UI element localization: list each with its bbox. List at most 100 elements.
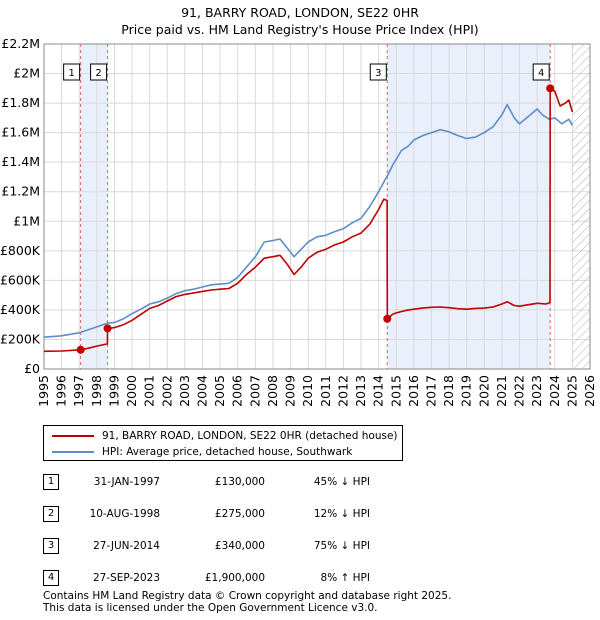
property-line [43, 87, 574, 353]
y-tick-label: £1.4M [1, 154, 40, 169]
y-tick-label: £200K [0, 331, 41, 346]
x-tick-label: 2019 [459, 375, 474, 407]
x-tick-label: 2010 [300, 375, 315, 407]
sale-price: £275,000 [214, 508, 265, 520]
sale-label-box [369, 63, 387, 81]
y-tick-label: £2.2M [1, 36, 40, 51]
x-tick-label: 2008 [265, 375, 280, 407]
future-hatch-area [572, 44, 590, 369]
x-tick-label: 2007 [247, 375, 262, 407]
sale-row: 3 27-JUN-2014 £340,000 75% ↓ HPI [0, 536, 600, 556]
sale-date: 10-AUG-1998 [89, 508, 160, 520]
y-tick-label: £1.6M [1, 125, 40, 140]
sale-label-text: 1 [68, 68, 74, 79]
legend-swatch-property [52, 435, 94, 437]
grid [43, 43, 591, 370]
x-tick-label: 2024 [547, 375, 562, 407]
future-hatch [572, 44, 590, 369]
x-tick-label: 2001 [142, 375, 157, 407]
sale-number: 1 [43, 474, 59, 490]
x-tick-label: 1997 [71, 375, 86, 407]
legend-swatch-hpi [52, 451, 94, 453]
legend-label-hpi: HPI: Average price, detached house, Sout… [102, 446, 353, 458]
sale-label-text: 2 [95, 68, 101, 79]
x-tick-label: 2012 [335, 375, 350, 407]
y-tick-label: £800K [0, 243, 41, 258]
x-tick-label: 1995 [36, 375, 51, 407]
x-tick-label: 2003 [177, 375, 192, 407]
series-lines [43, 87, 574, 353]
x-tick-label: 2014 [371, 375, 386, 407]
sale-price: £1,900,000 [204, 572, 265, 584]
legend-item-hpi: HPI: Average price, detached house, Sout… [52, 444, 352, 460]
sale-point [546, 84, 555, 93]
sale-label-box [63, 63, 81, 81]
x-tick-label: 2016 [406, 375, 421, 407]
y-axis: £0 £200K £400K £600K £800K £1M £1.2M £1.4M £1.6M… [0, 36, 41, 376]
sale-date: 27-JUN-2014 [93, 540, 160, 552]
footer: Contains HM Land Registry data © Crown c… [43, 590, 451, 614]
sale-hpi-diff: 12% ↓ HPI [313, 508, 370, 520]
x-tick-label: 2013 [353, 375, 368, 407]
hpi-line [43, 103, 574, 338]
sale-label-text: 3 [375, 68, 381, 79]
legend-item-property: 91, BARRY ROAD, LONDON, SE22 0HR (detach… [52, 428, 398, 444]
sale-labels: 1 2 3 4 [63, 63, 550, 81]
x-tick-label: 2022 [512, 375, 527, 407]
sale-number: 3 [43, 538, 59, 554]
sale-date: 31-JAN-1997 [93, 476, 160, 488]
x-tick-label: 2011 [318, 375, 333, 407]
x-tick-label: 2009 [283, 375, 298, 407]
chart-subtitle: Price paid vs. HM Land Registry's House … [121, 22, 479, 37]
sale-hpi-diff: 8% ↑ HPI [320, 572, 370, 584]
x-tick-label: 1999 [106, 375, 121, 407]
chart-title-block: 91, BARRY ROAD, LONDON, SE22 0HR Price p… [0, 4, 600, 38]
shaded-period [387, 44, 551, 369]
sale-price: £340,000 [214, 540, 265, 552]
sale-label-box [532, 63, 550, 81]
x-tick-label: 2020 [476, 375, 491, 407]
shaded-periods [44, 44, 590, 369]
sale-label-text: 4 [538, 68, 544, 79]
sale-number: 4 [43, 570, 59, 586]
sale-point [103, 324, 112, 333]
x-tick-label: 2006 [230, 375, 245, 407]
x-tick-label: 2018 [441, 375, 456, 407]
sale-row: 2 10-AUG-1998 £275,000 12% ↓ HPI [0, 504, 600, 524]
y-tick-label: £1M [13, 213, 40, 228]
y-tick-label: £400K [0, 302, 41, 317]
legend-label-property: 91, BARRY ROAD, LONDON, SE22 0HR (detach… [102, 430, 398, 442]
x-tick-label: 2021 [494, 375, 509, 407]
y-tick-label: £0 [24, 361, 40, 376]
y-tick-label: £1.2M [1, 184, 40, 199]
x-tick-label: 2005 [212, 375, 227, 407]
x-tick-label: 2025 [564, 375, 579, 407]
x-tick-label: 2002 [159, 375, 174, 407]
sale-row: 4 27-SEP-2023 £1,900,000 8% ↑ HPI [0, 568, 600, 588]
x-tick-label: 2015 [388, 375, 403, 407]
footer-licence: This data is licensed under the Open Gov… [43, 602, 378, 614]
sale-hpi-diff: 75% ↓ HPI [313, 540, 370, 552]
y-tick-label: £1.8M [1, 95, 40, 110]
price-chart: 1 2 3 4 £0 £200K £400K £600K £800K £1M £1.2M £1.4M… [0, 36, 597, 407]
sale-points [76, 84, 555, 354]
x-tick-label: 2004 [195, 375, 210, 407]
x-tick-label: 2026 [582, 375, 597, 407]
footer-copyright: Contains HM Land Registry data © Crown c… [43, 590, 452, 602]
chart-title: 91, BARRY ROAD, LONDON, SE22 0HR [181, 5, 419, 20]
sale-date: 27-SEP-2023 [92, 572, 160, 584]
x-tick-label: 1996 [54, 375, 69, 407]
sale-point [383, 314, 392, 323]
x-axis: 1995 1996 1997 1998 1999 2000 2001 2002 2003 2004… [36, 375, 597, 407]
sale-hpi-diff: 45% ↓ HPI [313, 476, 370, 488]
x-tick-label: 1998 [89, 375, 104, 407]
sale-label-box [90, 63, 108, 81]
y-tick-label: £600K [0, 272, 41, 287]
sale-row: 1 31-JAN-1997 £130,000 45% ↓ HPI [0, 472, 600, 492]
x-tick-label: 2000 [124, 375, 139, 407]
sale-point [76, 345, 85, 354]
sale-price: £130,000 [214, 476, 265, 488]
x-tick-label: 2023 [529, 375, 544, 407]
legend: 91, BARRY ROAD, LONDON, SE22 0HR (detach… [43, 425, 403, 461]
y-tick-label: £2M [13, 66, 40, 81]
